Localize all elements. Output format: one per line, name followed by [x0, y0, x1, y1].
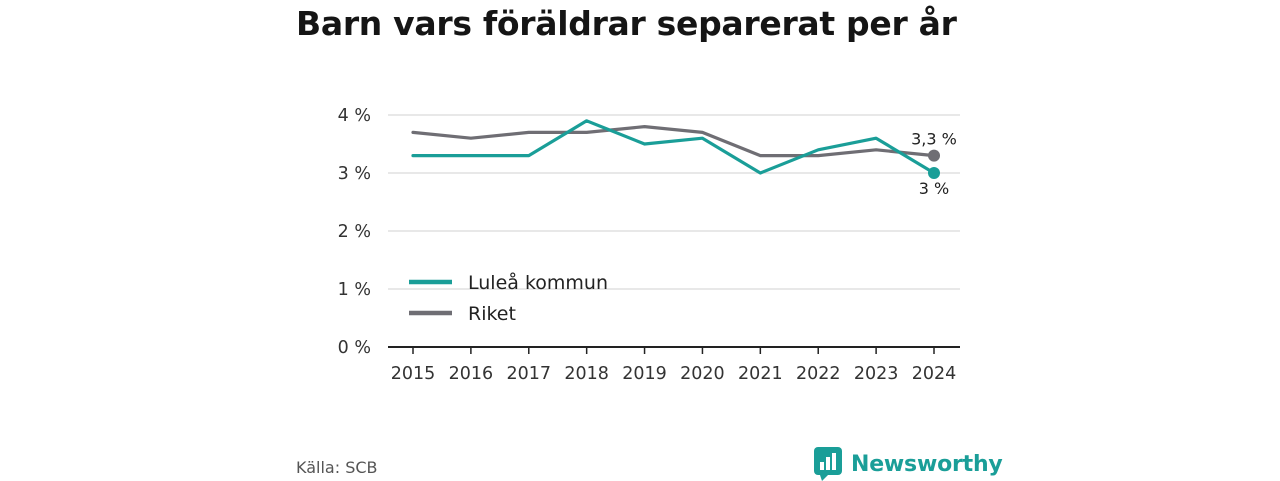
- x-tick-label: 2021: [738, 364, 783, 384]
- y-tick-label: 3 %: [338, 164, 371, 184]
- y-tick-label: 2 %: [338, 222, 371, 242]
- x-tick-label: 2023: [854, 364, 899, 384]
- x-tick-label: 2015: [391, 364, 436, 384]
- legend-label: Luleå kommun: [468, 271, 608, 294]
- x-tick-label: 2022: [796, 364, 841, 384]
- series-end-label: 3 %: [919, 179, 949, 198]
- y-tick-label: 4 %: [338, 106, 371, 126]
- series-end-label: 3,3 %: [911, 130, 957, 149]
- source-label: Källa: SCB: [296, 458, 378, 477]
- x-tick-label: 2016: [449, 364, 494, 384]
- x-tick-label: 2024: [912, 364, 957, 384]
- x-tick-label: 2019: [622, 364, 667, 384]
- series-end-point: [928, 149, 940, 162]
- brand-name: Newsworthy: [851, 451, 1003, 477]
- x-tick-label: 2018: [564, 364, 609, 384]
- y-tick-label: 0 %: [338, 338, 371, 358]
- series-line: [411, 119, 936, 175]
- y-tick-label: 1 %: [338, 280, 371, 300]
- chart-title: Barn vars föräldrar separerat per år: [296, 4, 957, 43]
- brand-logo[interactable]: Newsworthy: [814, 447, 1003, 481]
- series-end-point: [928, 167, 940, 179]
- series-line: [411, 124, 936, 158]
- x-tick-label: 2020: [680, 364, 725, 384]
- legend-label: Riket: [468, 303, 516, 325]
- newsworthy-logo-icon: [814, 447, 842, 481]
- x-tick-label: 2017: [507, 364, 552, 384]
